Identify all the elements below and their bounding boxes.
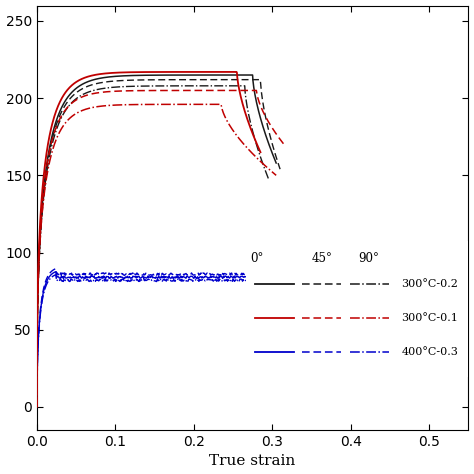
Bar (246, 241, 471, 377)
X-axis label: True strain: True strain (210, 455, 296, 468)
Text: 0°: 0° (250, 252, 264, 265)
Text: 90°: 90° (359, 252, 380, 265)
Text: 300°C-0.2: 300°C-0.2 (401, 279, 458, 289)
Text: 300°C-0.1: 300°C-0.1 (401, 312, 458, 322)
Text: 400°C-0.3: 400°C-0.3 (401, 346, 458, 356)
Text: 45°: 45° (311, 252, 332, 265)
